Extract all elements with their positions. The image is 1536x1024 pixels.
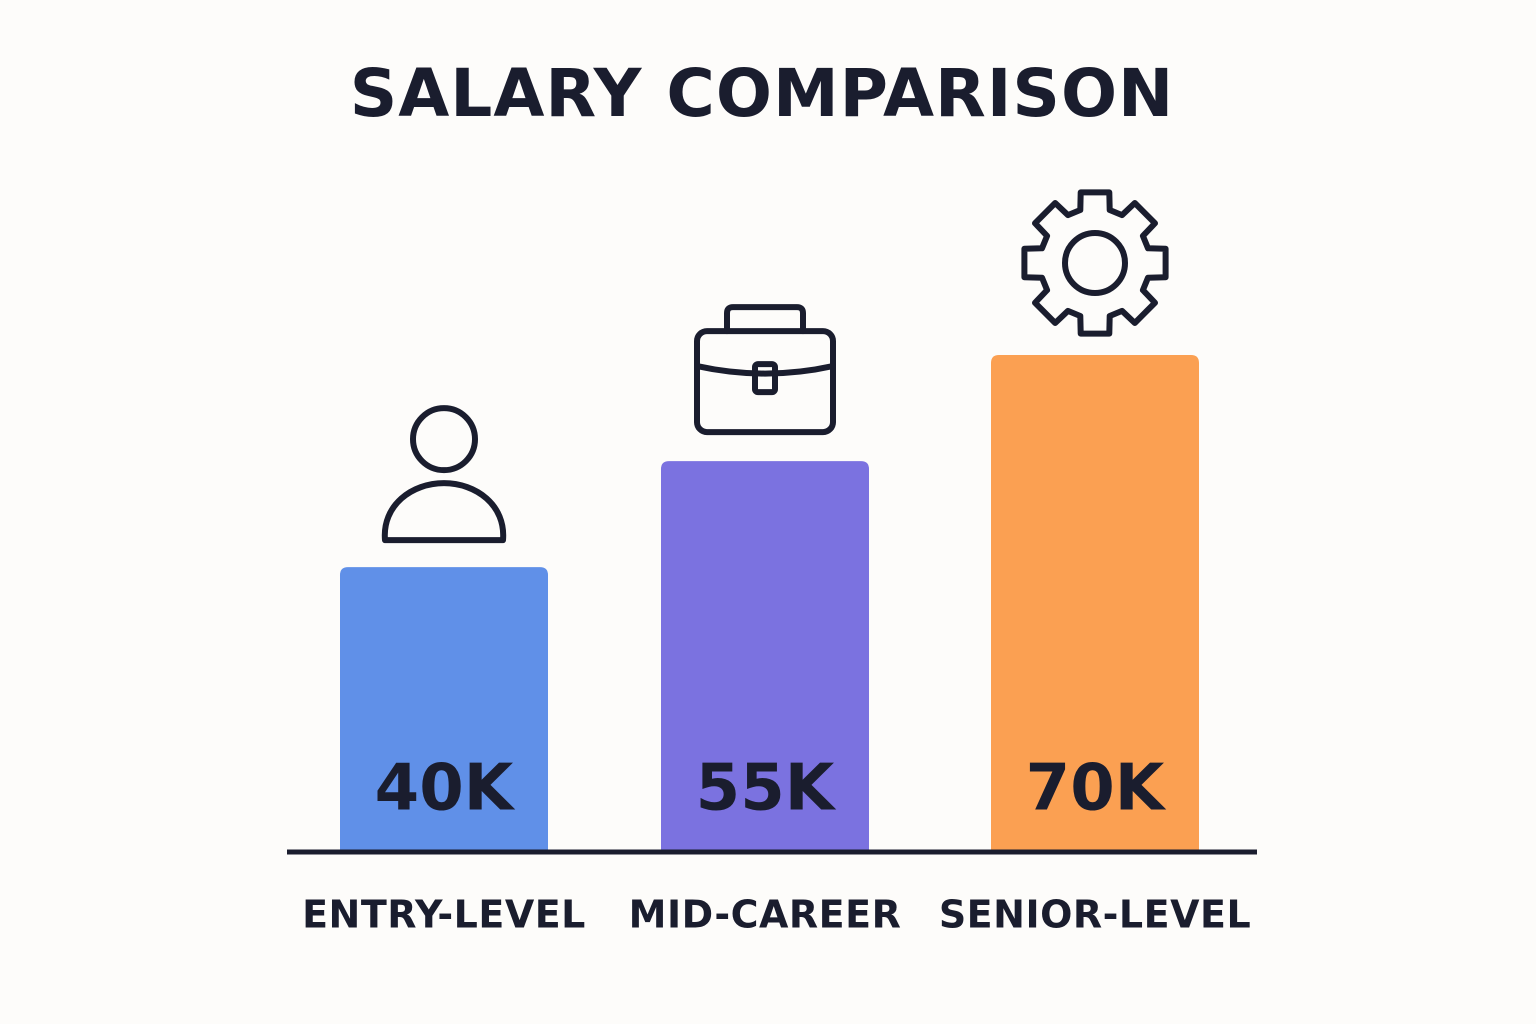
gear-icon [1021, 189, 1169, 337]
value-label: 70K [1026, 752, 1167, 826]
icons [381, 189, 1169, 544]
bar [661, 461, 869, 850]
value-label: 55K [696, 752, 837, 826]
x-tick-label: ENTRY-LEVEL [302, 893, 586, 937]
bars: 40K 55K 70K [340, 355, 1199, 850]
briefcase-icon [694, 304, 836, 436]
bar [340, 567, 548, 850]
chart-title: SALARY COMPARISON [350, 55, 1175, 132]
x-tick-label: MID-CAREER [629, 893, 902, 937]
person-icon [381, 405, 507, 544]
value-label: 40K [375, 752, 516, 826]
x-tick-label: SENIOR-LEVEL [939, 893, 1251, 937]
bar [991, 355, 1199, 850]
